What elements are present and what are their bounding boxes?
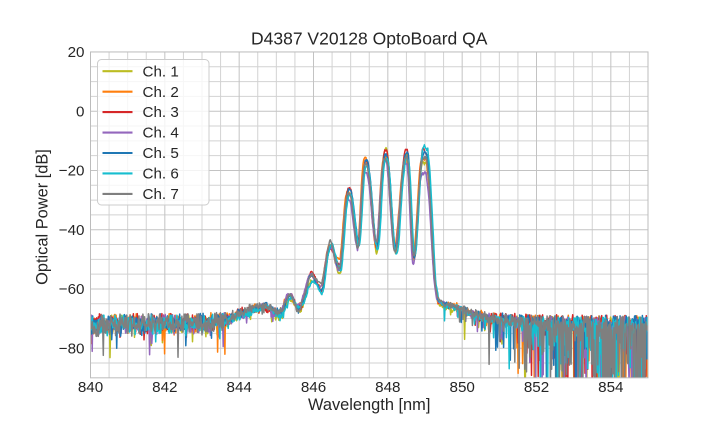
svg-text:854: 854 — [598, 379, 623, 396]
svg-text:842: 842 — [152, 379, 177, 396]
svg-text:Ch. 4: Ch. 4 — [143, 125, 179, 142]
svg-text:846: 846 — [301, 379, 326, 396]
svg-text:Ch. 5: Ch. 5 — [143, 145, 179, 162]
svg-text:D4387 V20128 OptoBoard QA: D4387 V20128 OptoBoard QA — [251, 29, 488, 49]
svg-text:840: 840 — [78, 379, 103, 396]
svg-text:−60: −60 — [59, 281, 85, 298]
svg-text:848: 848 — [375, 379, 400, 396]
svg-text:−40: −40 — [59, 222, 85, 239]
svg-text:852: 852 — [524, 379, 549, 396]
svg-text:Ch. 1: Ch. 1 — [143, 63, 179, 80]
svg-text:Wavelength [nm]: Wavelength [nm] — [308, 396, 430, 414]
svg-text:0: 0 — [76, 103, 84, 120]
svg-text:844: 844 — [227, 379, 252, 396]
svg-text:Ch. 7: Ch. 7 — [143, 186, 179, 203]
svg-text:Ch. 6: Ch. 6 — [143, 166, 179, 183]
svg-text:Ch. 3: Ch. 3 — [143, 104, 179, 121]
svg-text:Ch. 2: Ch. 2 — [143, 84, 179, 101]
svg-text:−20: −20 — [59, 163, 85, 180]
svg-text:850: 850 — [450, 379, 475, 396]
svg-text:20: 20 — [68, 44, 85, 61]
svg-text:−80: −80 — [59, 340, 85, 357]
svg-text:Optical Power [dB]: Optical Power [dB] — [34, 149, 52, 285]
